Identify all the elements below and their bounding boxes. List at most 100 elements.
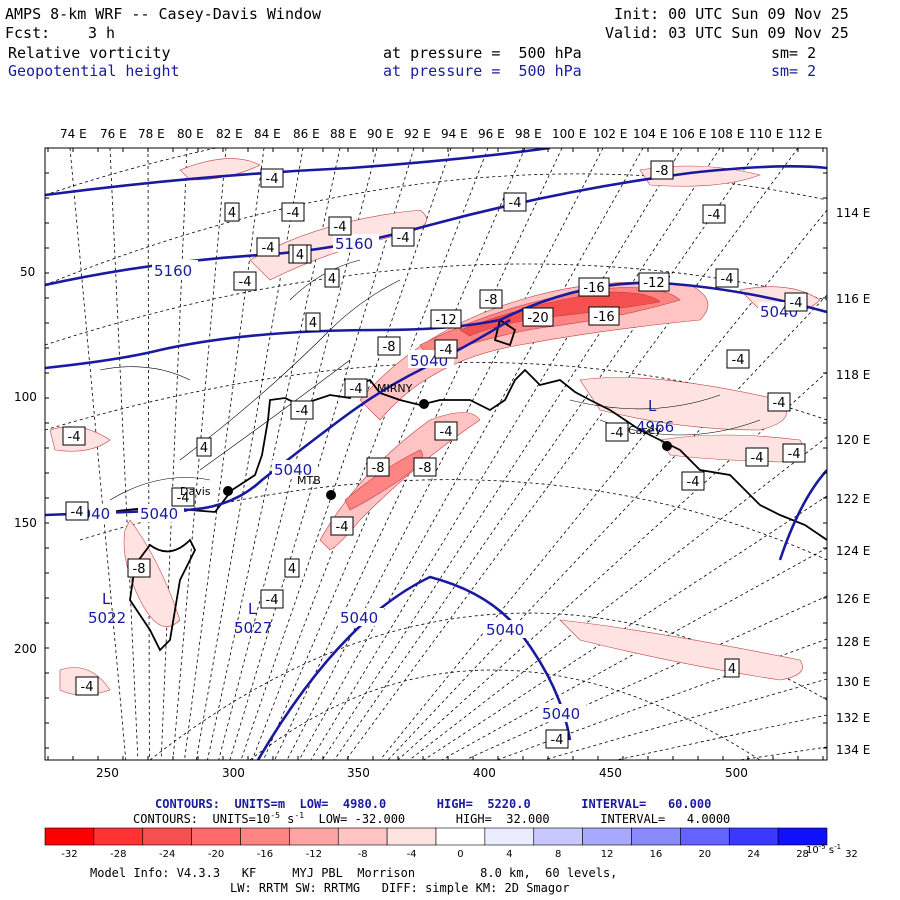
vorticity-label: -4 [545, 729, 569, 749]
low-marker: L [248, 600, 257, 618]
colorbar-tick-label: 8 [555, 849, 561, 860]
svg-text:-4: -4 [509, 196, 522, 211]
vorticity-label: -4 [62, 426, 86, 446]
vorticity-label: 4 [305, 312, 321, 332]
lon-label: 134 E [836, 743, 870, 757]
station-mtb-marker [326, 490, 336, 500]
vorticity-label: -8 [377, 336, 401, 356]
x-label: 400 [473, 766, 496, 780]
lon-label: 96 E [478, 127, 505, 141]
colorbar-unit: 10-5 s-1 [806, 843, 841, 856]
lon-label: 120 E [836, 433, 870, 447]
colorbar-tick-label: -12 [306, 849, 322, 860]
vorticity-label: -4 [65, 501, 89, 521]
chart-title: AMPS 8-km WRF -- Casey-Davis Window [5, 5, 322, 23]
colorbar-segment [386, 827, 437, 846]
vorticity-label: -16 [588, 306, 620, 326]
colorbar-segment [484, 827, 535, 846]
lon-label: 104 E [633, 127, 667, 141]
station-mtb-label: MTB [297, 474, 321, 487]
colorbar-segment [240, 827, 290, 846]
lon-label: 94 E [441, 127, 468, 141]
vorticity-label: -4 [767, 392, 791, 412]
svg-text:-4: -4 [440, 425, 453, 440]
svg-text:-8: -8 [372, 461, 385, 476]
vorticity-contour-info: CONTOURS: UNITS=10-5 s-1 LOW= -32.000 HI… [133, 811, 731, 826]
height-label: 5160 [154, 262, 192, 280]
colorbar-tick-label: 4 [506, 849, 512, 860]
svg-text:-4: -4 [732, 353, 745, 368]
vorticity-label: -4 [782, 443, 806, 463]
vorticity-label: -4 [726, 349, 750, 369]
y-axis-labels: 50 100 150 200 [14, 265, 37, 656]
forecast-hour: 3 h [88, 24, 116, 42]
colorbar-segment [142, 827, 192, 846]
svg-text:-4: -4 [266, 172, 279, 187]
colorbar-tick-label: -4 [407, 849, 417, 860]
lon-label: 122 E [836, 492, 870, 506]
colorbar-segment [289, 827, 339, 846]
svg-text:-4: -4 [790, 296, 803, 311]
svg-text:-4: -4 [334, 220, 347, 235]
vorticity-labels: -4 4 -4 -8 -4 -4 -4 4 -4 -16 -12 -8 -12 -20 -16 -4 -8 -4 4… [62, 160, 808, 749]
svg-text:-16: -16 [593, 310, 614, 325]
svg-text:-20: -20 [527, 311, 548, 326]
svg-text:-4: -4 [397, 231, 410, 246]
lon-label: 90 E [367, 127, 394, 141]
svg-text:-16: -16 [583, 281, 604, 296]
lon-label: 110 E [749, 127, 783, 141]
svg-text:-4: -4 [350, 382, 363, 397]
colorbar-tick-label: -32 [61, 849, 77, 860]
lon-label: 116 E [836, 292, 870, 306]
vorticity-label: -20 [522, 307, 554, 327]
svg-text:-4: -4 [611, 426, 624, 441]
vorticity-label: -4 [681, 471, 705, 491]
height-label: 5040 [542, 705, 580, 723]
vorticity-label: -12 [638, 272, 670, 292]
colorbar-tick-label: 16 [650, 849, 663, 860]
svg-text:4: 4 [288, 562, 296, 577]
svg-text:-4: -4 [81, 680, 94, 695]
svg-text:-4: -4 [262, 241, 275, 256]
height-label: 5022 [88, 609, 126, 627]
y-label: 100 [14, 390, 37, 404]
colorbar-tick-label: -20 [208, 849, 224, 860]
colorbar-tick-label: 12 [601, 849, 614, 860]
field2-smoothing: sm= 2 [771, 62, 817, 80]
colorbar-labels: -32 -28 -24 -20 -16 -12 -8 -4 0 4 8 12 16 20 24 28 32 [61, 849, 858, 860]
valid-time: Valid: 03 UTC Sun 09 Nov 25 [605, 24, 849, 42]
svg-text:-4: -4 [177, 491, 190, 506]
top-longitude-labels: 74 E 76 E 78 E 80 E 82 E 84 E 86 E 88 E … [60, 127, 822, 141]
svg-text:-4: -4 [336, 520, 349, 535]
lon-label: 98 E [515, 127, 542, 141]
svg-text:-4: -4 [440, 343, 453, 358]
y-label: 50 [20, 265, 35, 279]
svg-text:-8: -8 [419, 461, 432, 476]
model-info-physics: LW: RRTM SW: RRTMG DIFF: simple KM: 2D S… [230, 881, 570, 895]
height-contour-info: CONTOURS: UNITS=m LOW= 4980.0 HIGH= 5220… [155, 797, 712, 811]
vorticity-label: -4 [715, 268, 739, 288]
lon-label: 84 E [254, 127, 281, 141]
lon-label: 80 E [177, 127, 204, 141]
vorticity-label: -4 [344, 378, 368, 398]
height-label: 5027 [234, 619, 272, 637]
right-longitude-labels: 114 E 116 E 118 E 120 E 122 E 124 E 126 … [836, 206, 870, 757]
lon-label: 88 E [330, 127, 357, 141]
svg-text:-8: -8 [485, 293, 498, 308]
lon-label: 76 E [100, 127, 127, 141]
svg-text:-4: -4 [68, 430, 81, 445]
lon-label: 130 E [836, 675, 870, 689]
vorticity-label: -4 [260, 168, 284, 188]
colorbar-tick-label: -24 [159, 849, 175, 860]
colorbar-segment [435, 827, 486, 846]
vorticity-label: -4 [702, 204, 726, 224]
svg-text:-12: -12 [435, 313, 456, 328]
vorticity-label: -4 [328, 216, 352, 236]
svg-text:-8: -8 [383, 340, 396, 355]
svg-text:-4: -4 [773, 396, 786, 411]
colorbar-segment [728, 827, 779, 846]
lon-label: 118 E [836, 368, 870, 382]
field1-pressure: at pressure = 500 hPa [383, 44, 582, 62]
lon-label: 124 E [836, 544, 870, 558]
